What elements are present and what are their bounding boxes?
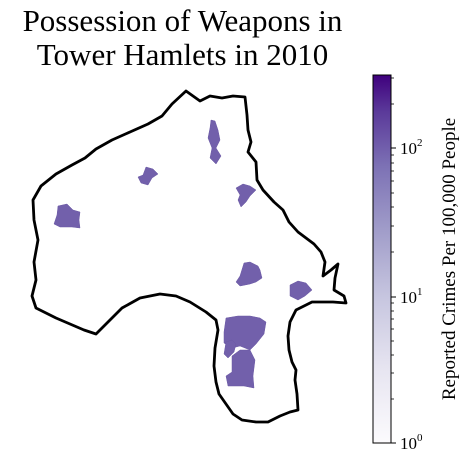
colorbar-major-ticks [391,147,396,444]
colorbar-minor-ticks [391,77,394,400]
tick-label-100: 102 [400,137,423,158]
borough-outline [30,89,348,424]
tick-label-1: 100 [400,432,423,453]
colorbar-gradient [372,74,392,444]
ward-area-east [289,280,313,301]
map-title: Possession of Weapons in Tower Hamlets i… [0,4,365,72]
ward-area-northwest [53,203,81,229]
ward-areas [53,119,313,389]
colorbar-label: Reported Crimes Per 100,000 People [439,118,460,400]
title-line-1: Possession of Weapons in [22,3,343,38]
ward-area-south-upper [223,315,267,351]
ward-area-central [235,261,263,287]
ward-area-central-west [137,166,159,186]
ward-area-northeast [235,183,257,208]
ward-area-south-lower [225,349,256,389]
ward-area-north [207,119,222,165]
ward-area-south-middle [223,339,237,359]
tick-label-10: 101 [400,286,423,307]
title-line-2: Tower Hamlets in 2010 [36,37,329,72]
